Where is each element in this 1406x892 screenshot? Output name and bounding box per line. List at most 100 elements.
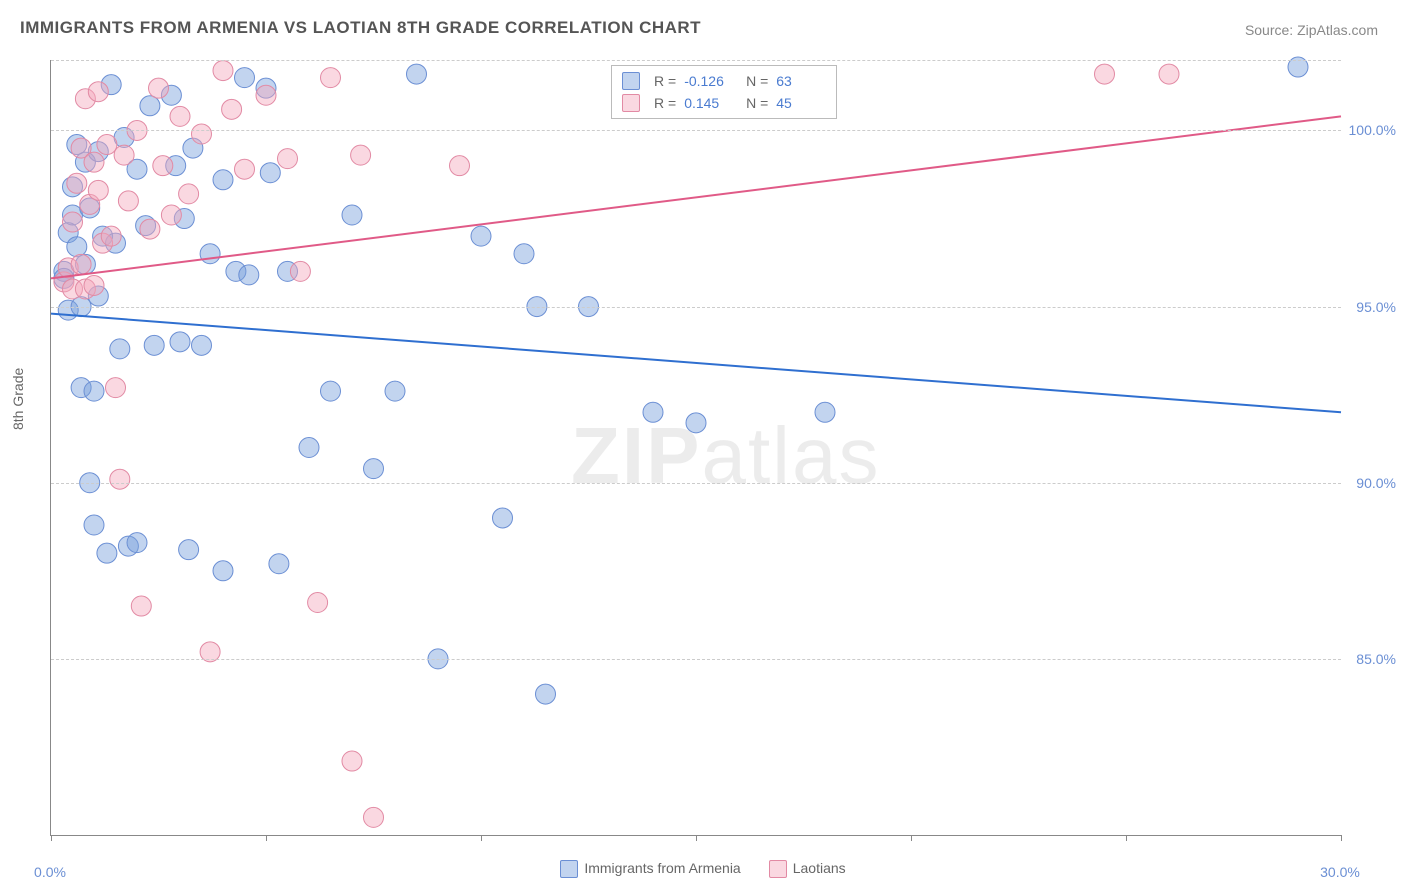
scatter-point [84,381,104,401]
scatter-point [101,226,121,246]
gridline [51,130,1341,131]
scatter-point [170,332,190,352]
scatter-point [278,149,298,169]
scatter-point [97,543,117,563]
y-tick-label: 100.0% [1349,122,1396,138]
scatter-point [235,159,255,179]
scatter-point [67,237,87,257]
legend-swatch [769,860,787,878]
legend-r-label: R = [654,70,676,92]
scatter-point [321,68,341,88]
scatter-point [235,68,255,88]
legend-item: Immigrants from Armenia [560,860,740,876]
scatter-plot: ZIPatlas R =-0.126 N =63R =0.145 N =45 [50,60,1341,836]
scatter-point [815,402,835,422]
gridline [51,483,1341,484]
source-attribution: Source: ZipAtlas.com [1245,22,1378,38]
scatter-point [84,515,104,535]
x-tick [911,835,912,841]
x-tick-label: 30.0% [1320,864,1360,880]
scatter-point [643,402,663,422]
x-tick [51,835,52,841]
y-tick-label: 90.0% [1356,475,1396,491]
legend-r-label: R = [654,92,676,114]
scatter-point [170,106,190,126]
scatter-point [385,381,405,401]
scatter-point [179,184,199,204]
scatter-point [192,335,212,355]
scatter-point [161,205,181,225]
legend-label: Immigrants from Armenia [584,860,740,876]
scatter-point [213,561,233,581]
trend-line [51,116,1341,278]
scatter-point [67,173,87,193]
scatter-point [63,212,83,232]
gridline [51,60,1341,61]
legend-item: Laotians [769,860,846,876]
scatter-point [321,381,341,401]
scatter-point [407,64,427,84]
scatter-point [88,180,108,200]
scatter-point [140,96,160,116]
trend-line [51,314,1341,413]
scatter-point [450,156,470,176]
scatter-point [84,152,104,172]
scatter-point [144,335,164,355]
legend-swatch [622,72,640,90]
gridline [51,307,1341,308]
x-tick [696,835,697,841]
scatter-point [84,275,104,295]
scatter-point [364,459,384,479]
scatter-point [351,145,371,165]
scatter-point [110,339,130,359]
scatter-point [213,170,233,190]
legend-row: R = 0.145 N = 45 [622,92,826,114]
scatter-point [149,78,169,98]
scatter-point [514,244,534,264]
scatter-point [290,261,310,281]
legend-n-label: N = [742,92,768,114]
legend-r-value: 0.145 [684,92,734,114]
legend-label: Laotians [793,860,846,876]
scatter-point [88,82,108,102]
y-tick-label: 85.0% [1356,651,1396,667]
scatter-point [299,438,319,458]
scatter-point [131,596,151,616]
scatter-point [342,751,362,771]
legend-r-value: -0.126 [684,70,734,92]
legend-swatch [560,860,578,878]
legend-n-value: 45 [776,92,826,114]
scatter-point [106,378,126,398]
scatter-point [200,244,220,264]
y-tick-label: 95.0% [1356,299,1396,315]
correlation-legend: R = -0.126 N = 63 R = 0.145 N = 45 [611,65,837,119]
x-tick [481,835,482,841]
scatter-point [118,191,138,211]
scatter-point [1159,64,1179,84]
scatter-point [222,99,242,119]
x-tick [1341,835,1342,841]
scatter-point [342,205,362,225]
x-tick [1126,835,1127,841]
legend-n-label: N = [742,70,768,92]
scatter-point [127,533,147,553]
scatter-point [213,61,233,81]
scatter-point [256,85,276,105]
scatter-point [364,807,384,827]
scatter-point [686,413,706,433]
scatter-point [536,684,556,704]
scatter-point [110,469,130,489]
scatter-point [1095,64,1115,84]
scatter-point [260,163,280,183]
chart-title: IMMIGRANTS FROM ARMENIA VS LAOTIAN 8TH G… [20,18,701,38]
series-legend: Immigrants from Armenia Laotians [0,860,1406,878]
legend-n-value: 63 [776,70,826,92]
scatter-point [239,265,259,285]
legend-row: R = -0.126 N = 63 [622,70,826,92]
legend-swatch [622,94,640,112]
scatter-point [114,145,134,165]
x-tick-label: 0.0% [34,864,66,880]
scatter-point [269,554,289,574]
chart-svg [51,60,1341,835]
y-axis-label: 8th Grade [10,368,26,430]
